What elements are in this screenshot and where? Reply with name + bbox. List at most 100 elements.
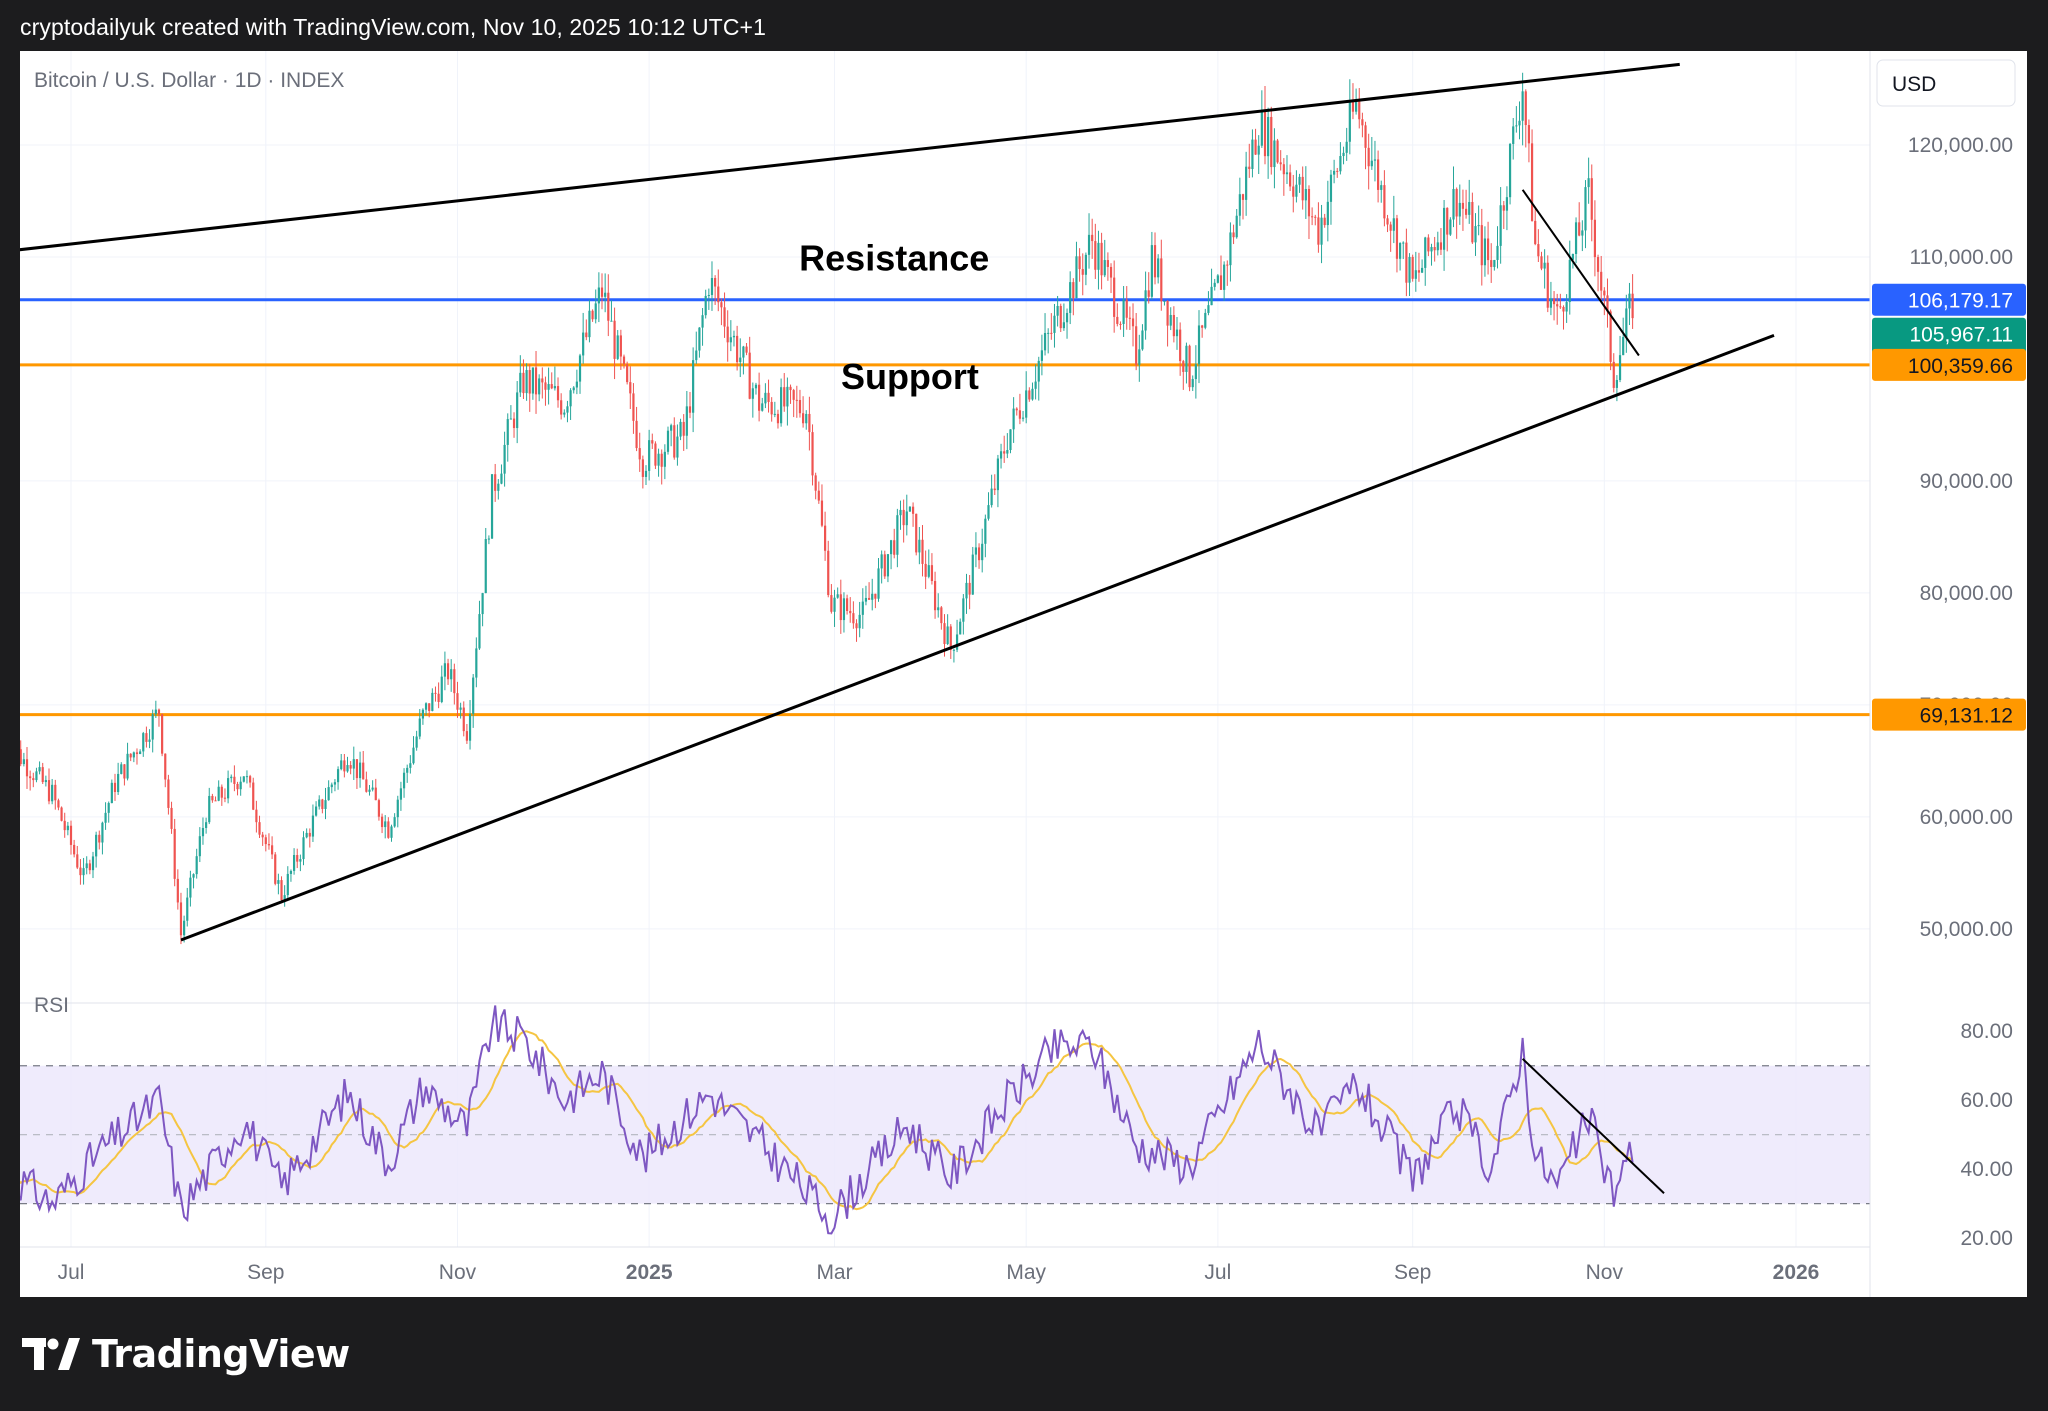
candle-body (91, 856, 95, 871)
candle-body (889, 540, 893, 555)
candle-body (1543, 262, 1546, 269)
candle-body (402, 772, 406, 789)
candle-body (886, 554, 890, 577)
candle-body (842, 598, 846, 621)
candle-body (305, 832, 308, 838)
candle-body (751, 388, 754, 399)
candle-body (1549, 298, 1553, 308)
candle-body (773, 413, 776, 415)
chart-panel[interactable]: Resistance Support 120,000.00 110,000.00 90… (20, 51, 2027, 1297)
candle-body (186, 897, 189, 921)
candle-body (164, 753, 167, 780)
candle-body (330, 784, 333, 788)
candle-body (220, 786, 223, 798)
candle-body (918, 539, 921, 553)
candle-body (556, 386, 560, 401)
candle-body (1584, 187, 1587, 231)
time-tick-label: Sep (247, 1261, 284, 1284)
candle-body (346, 765, 349, 772)
grid (20, 51, 1870, 1247)
candle-body (638, 448, 641, 460)
candle-body (1163, 300, 1166, 302)
candle-body (468, 713, 472, 741)
candle-body (528, 370, 531, 394)
candle-body (531, 367, 534, 394)
candle-body (32, 778, 35, 781)
trendline-lower-channel (180, 333, 1775, 942)
candle-body (597, 287, 600, 304)
candle-body (1213, 282, 1216, 287)
time-tick-label: Nov (439, 1261, 477, 1284)
trendlines (20, 62, 1775, 942)
time-axis: Jul Sep Nov 2025 Mar May Jul Sep Nov 2026 (58, 1261, 1820, 1284)
candle-body (726, 326, 729, 343)
candle-body (1100, 242, 1103, 276)
candle-body (776, 413, 780, 424)
candle-body (289, 870, 293, 874)
candle-body (1075, 256, 1078, 299)
candle-body (984, 518, 987, 544)
candle-body (145, 733, 148, 742)
candle-body (915, 513, 918, 553)
candle-body (478, 614, 481, 649)
candle-body (1395, 218, 1399, 259)
candle-body (509, 418, 512, 420)
price-tag: 106,179.17 (1872, 283, 2026, 316)
candle-body (839, 594, 842, 621)
candle-body (1442, 207, 1446, 250)
candle-body (1455, 188, 1458, 217)
candle-body (1512, 126, 1515, 144)
candle-body (66, 825, 69, 831)
candle-body (85, 863, 88, 869)
annotations: Resistance Support (799, 237, 989, 397)
candle-body (1040, 350, 1044, 361)
candle-body (120, 764, 123, 774)
rsi-indicator (20, 1005, 1870, 1235)
candle-body (233, 776, 236, 784)
candle-body (660, 453, 663, 467)
candle-body (823, 525, 827, 551)
candle-body (619, 335, 622, 357)
candle-body (1593, 219, 1597, 258)
candle-body (717, 286, 720, 303)
candle-body (937, 607, 940, 611)
candle-body (1458, 202, 1461, 217)
candle-body (732, 335, 736, 338)
candle-body (44, 780, 47, 783)
candle-body (802, 413, 805, 424)
candle-body (663, 451, 666, 467)
candle-body (748, 352, 751, 399)
candle-body (811, 432, 814, 476)
candle-body (569, 390, 572, 407)
price-chart[interactable]: Resistance Support 120,000.00 110,000.00 90… (20, 51, 2027, 1297)
candle-body (223, 797, 227, 799)
candle-body (952, 649, 956, 651)
currency-button[interactable]: USD (1876, 59, 2016, 107)
candle-body (192, 874, 195, 878)
candle-body (921, 539, 924, 564)
candle-body (170, 807, 173, 829)
candle-body (852, 613, 855, 624)
candle-body (374, 787, 377, 801)
currency-button-label: USD (1892, 73, 1936, 96)
candle-body (522, 372, 525, 394)
candle-body (1414, 270, 1417, 279)
candle-body (946, 626, 949, 644)
candle-body (1238, 194, 1241, 216)
candle-body (1311, 216, 1314, 218)
candle-body (1254, 139, 1257, 155)
candle-body (899, 509, 902, 516)
candle-body (1037, 360, 1040, 382)
candle-body (893, 540, 896, 555)
candle-body (1527, 125, 1531, 144)
candle-body (1436, 242, 1439, 251)
tradingview-brand[interactable]: TradingView (22, 1330, 350, 1378)
candle-body (1257, 145, 1260, 155)
candle-body (88, 863, 91, 871)
candle-body (1427, 237, 1430, 252)
candle-body (1618, 355, 1622, 380)
candle-body (227, 778, 230, 799)
candle-body (1232, 232, 1235, 238)
candle-body (1103, 260, 1106, 276)
candle-body (1568, 259, 1571, 303)
